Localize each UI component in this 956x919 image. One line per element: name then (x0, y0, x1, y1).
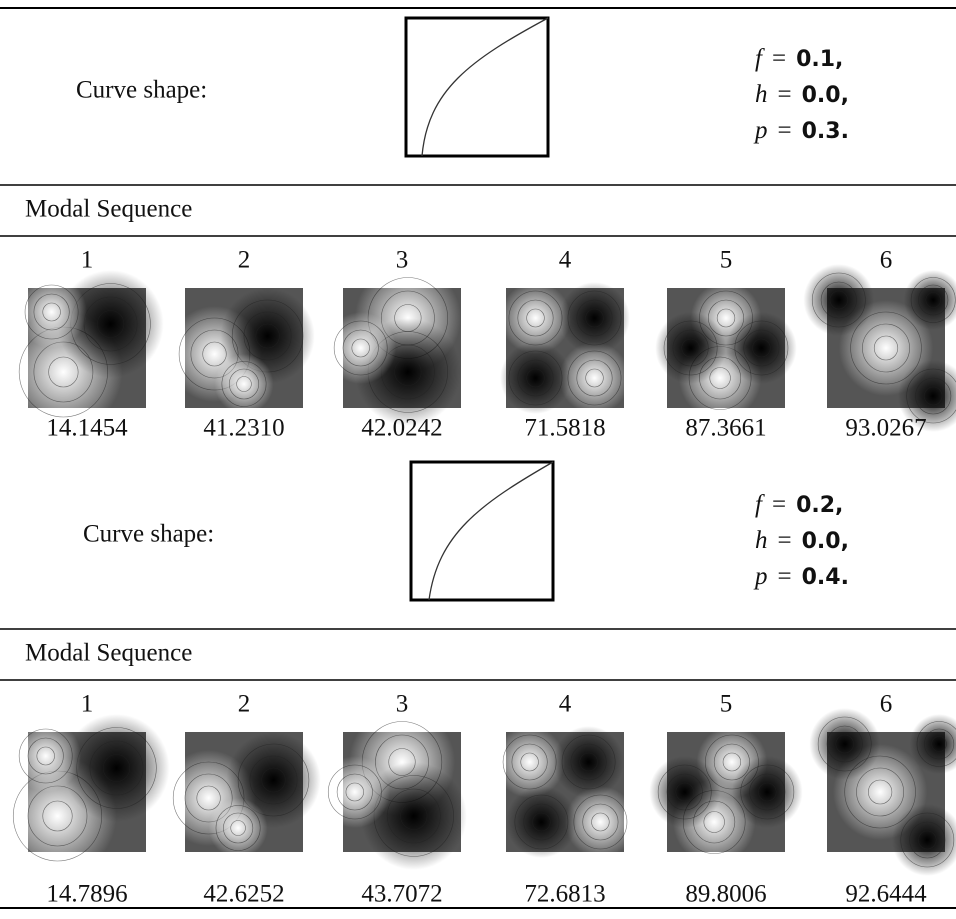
mode-blob (553, 726, 624, 798)
section: Curve shape:f=0.2,h=0.0,p=0.4.Modal Sequ… (0, 462, 956, 908)
param-symbol: f (755, 45, 765, 72)
mode-blob (10, 720, 81, 792)
param-relation: = (778, 527, 792, 554)
mode-image (649, 726, 802, 864)
parameter: f = 0.1, (755, 45, 843, 72)
mode-image (500, 282, 630, 414)
mode-number: 2 (238, 691, 251, 718)
mode-image (161, 732, 320, 858)
param-symbol: p (753, 117, 768, 144)
mode-blob (215, 354, 274, 414)
frequency: 14.7896 (46, 881, 127, 908)
param-value: 0.2, (796, 493, 843, 518)
param-value: 0.3. (802, 119, 849, 144)
param-relation: = (772, 45, 786, 72)
mode-number: 5 (720, 691, 733, 718)
frequency: 89.8006 (685, 881, 766, 908)
curve-box (411, 462, 553, 600)
curve-label: Curve shape: (76, 77, 207, 104)
sequence-title: Modal Sequence (25, 640, 192, 667)
mode-number: 5 (720, 247, 733, 274)
mode-number: 6 (880, 691, 893, 718)
mode-image (803, 264, 956, 432)
mode-number: 1 (81, 247, 94, 274)
mode-image (655, 282, 797, 420)
param-relation: = (778, 563, 792, 590)
mode-number: 4 (559, 691, 572, 718)
mode-image (0, 714, 170, 876)
sequence-title: Modal Sequence (25, 196, 192, 223)
param-symbol: f (755, 491, 765, 518)
mode-image (4, 270, 163, 432)
parameter: h = 0.0, (755, 527, 849, 554)
mode-blob (500, 342, 571, 414)
frequency: 41.2310 (203, 415, 284, 442)
frequency: 93.0267 (845, 415, 926, 442)
frequency: 43.7072 (361, 881, 442, 908)
frequency: 42.6252 (203, 881, 284, 908)
mode-number: 1 (81, 691, 94, 718)
mode-blob (325, 312, 396, 384)
mode-blob (649, 756, 720, 828)
curve (429, 462, 553, 600)
frequency: 14.1454 (46, 415, 128, 442)
frequency: 42.0242 (361, 415, 442, 442)
mode-number: 6 (880, 247, 893, 274)
param-relation: = (778, 117, 792, 144)
mode-blob (63, 714, 169, 822)
param-symbol: h (755, 527, 768, 554)
param-value: 0.4. (802, 565, 849, 590)
mode-number: 4 (559, 247, 572, 274)
parameter: p = 0.3. (753, 117, 849, 144)
figure-table: Curve shape:f=0.1,h=0.0,p=0.3.Modal Sequ… (0, 0, 956, 914)
param-value: 0.0, (802, 529, 849, 554)
mode-blob (559, 282, 630, 354)
param-symbol: h (755, 81, 768, 108)
section: Curve shape:f=0.1,h=0.0,p=0.3.Modal Sequ… (0, 18, 956, 442)
curve (422, 18, 548, 156)
frequency: 72.6813 (524, 881, 605, 908)
mode-image (809, 708, 956, 876)
param-value: 0.1, (796, 47, 843, 72)
mode-image (319, 708, 466, 870)
mode-blob (319, 756, 390, 828)
mode-blob (732, 756, 803, 828)
frequency: 92.6444 (845, 881, 927, 908)
mode-blob (803, 264, 874, 336)
mode-image (494, 726, 636, 858)
mode-image (325, 264, 461, 426)
parameter: p = 0.4. (753, 563, 849, 590)
curve-box (406, 18, 548, 156)
param-symbol: p (753, 563, 768, 590)
parameter: h = 0.0, (755, 81, 849, 108)
mode-blob (506, 786, 577, 858)
param-value: 0.0, (802, 83, 849, 108)
param-relation: = (778, 81, 792, 108)
frequency: 71.5818 (524, 415, 605, 442)
mode-blob (16, 276, 87, 348)
mode-number: 2 (238, 247, 251, 274)
mode-blob (809, 708, 880, 780)
mode-image (167, 288, 315, 414)
curve-label: Curve shape: (83, 521, 214, 548)
mode-blob (209, 798, 268, 858)
mode-blob (726, 312, 797, 384)
frequency: 87.3661 (685, 415, 766, 442)
parameter: f = 0.2, (755, 491, 843, 518)
mode-blob (655, 312, 726, 384)
param-relation: = (772, 491, 786, 518)
